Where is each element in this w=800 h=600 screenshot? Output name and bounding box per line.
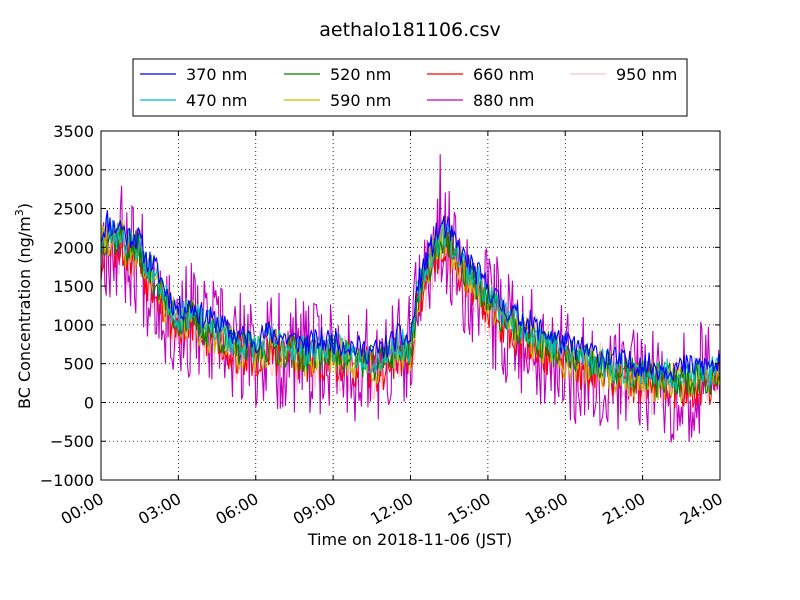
series-line [101,210,720,381]
series-lines [101,154,720,443]
x-tick-label: 00:00 [58,489,107,529]
y-tick-label: 1000 [53,316,94,335]
y-axis-label: BC Concentration (ng/m3) [13,203,34,409]
y-tick-label: 3000 [53,161,94,180]
y-tick-label: 3500 [53,122,94,141]
legend-label: 520 nm [330,65,391,84]
y-tick-label: 2500 [53,200,94,219]
series-line [101,225,720,398]
x-tick-labels: 00:00 03:00 06:00 09:00 12:00 15:00 18:00 21:00… [58,489,726,529]
x-tick-label: 21:00 [599,489,648,529]
y-tick-label: 500 [63,355,94,374]
legend: 370 nm 470 nm 520 nm 590 nm 660 nm 880 nm 950 … [132,58,688,117]
x-tick-label: 24:00 [677,489,726,529]
y-tick-label: −500 [50,432,94,451]
legend-label: 880 nm [473,91,534,110]
x-tick-label: 06:00 [212,489,261,529]
legend-label: 370 nm [186,65,247,84]
y-tick-label: 1500 [53,277,94,296]
legend-label: 660 nm [473,65,534,84]
x-tick-label: 18:00 [522,489,571,529]
y-tick-labels: −1000 −500 0 500 1000 1500 2000 2500 3000 3500 [40,122,94,490]
x-tick-label: 09:00 [290,489,339,529]
y-tick-label: 2000 [53,238,94,257]
legend-label: 590 nm [330,91,391,110]
ticks [100,130,721,481]
x-tick-label: 15:00 [444,489,493,529]
legend-label: 950 nm [616,65,677,84]
series-line [101,154,720,443]
legend-box [132,58,688,117]
chart-title: aethalo181106.csv [319,19,501,41]
y-tick-label: −1000 [40,471,94,490]
legend-label: 470 nm [186,91,247,110]
x-axis-label: Time on 2018-11-06 (JST) [307,530,512,549]
x-tick-label: 12:00 [367,489,416,529]
y-tick-label: 0 [84,393,94,412]
x-tick-label: 03:00 [135,489,184,529]
